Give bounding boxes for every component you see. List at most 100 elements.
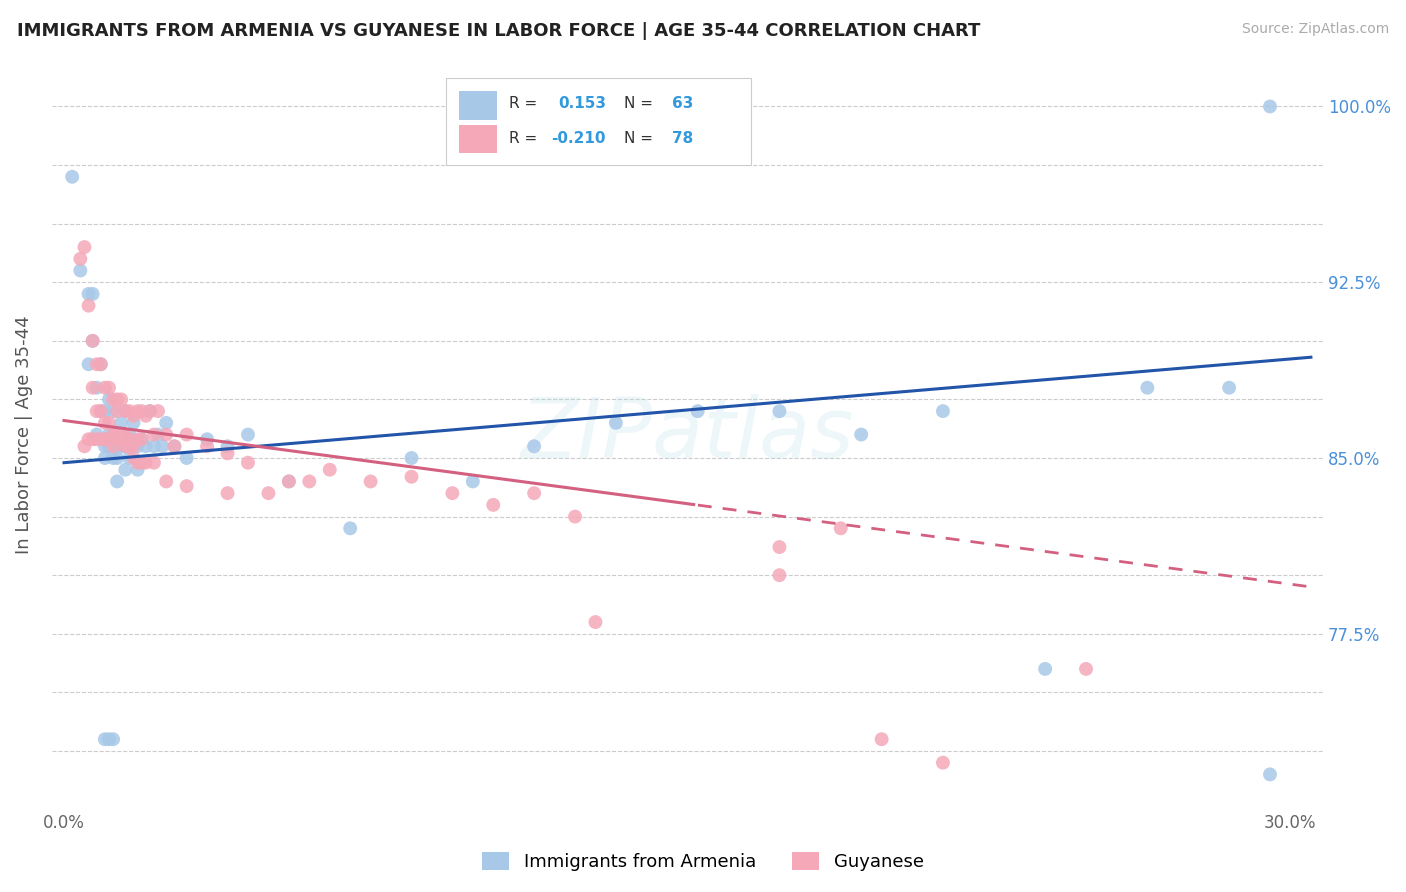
Point (118, 427, 141, 442)
Point (146, 404, 169, 418)
Text: IMMIGRANTS FROM ARMENIA VS GUYANESE IN LABOR FORCE | AGE 35-44 CORRELATION CHART: IMMIGRANTS FROM ARMENIA VS GUYANESE IN L… (17, 22, 980, 40)
Point (1218, 381, 1240, 395)
Point (105, 432, 128, 446)
Point (98, 427, 121, 442)
Point (135, 456, 157, 470)
Point (163, 439, 186, 453)
Point (851, 427, 873, 442)
Point (82, 334, 104, 348)
Point (277, 475, 299, 489)
Point (105, 404, 128, 418)
Point (142, 427, 165, 442)
Point (98, 432, 121, 446)
Point (830, 521, 852, 535)
Point (90, 432, 112, 446)
Point (86, 381, 108, 395)
Point (401, 469, 423, 483)
Point (114, 439, 136, 453)
Point (870, 732, 893, 747)
Point (195, 439, 218, 453)
Point (98, 416, 121, 430)
Point (118, 450, 141, 465)
Point (77, 432, 100, 446)
Point (77, 357, 100, 371)
Point (60, 169, 83, 184)
Point (118, 404, 141, 418)
Point (1033, 662, 1056, 676)
Point (155, 427, 177, 442)
Point (122, 439, 145, 453)
Point (86, 357, 108, 371)
Point (86, 404, 108, 418)
Point (90, 357, 112, 371)
Point (401, 450, 423, 465)
Point (82, 334, 104, 348)
Point (98, 381, 121, 395)
Text: N =: N = (624, 96, 658, 112)
Point (110, 416, 132, 430)
Point (101, 450, 124, 465)
Point (86, 432, 108, 446)
Point (110, 432, 132, 446)
Point (94, 416, 117, 430)
Point (127, 439, 149, 453)
Point (105, 427, 128, 442)
Point (69, 252, 91, 266)
Point (523, 486, 546, 500)
Point (101, 427, 124, 442)
Point (101, 439, 124, 453)
Point (150, 439, 173, 453)
Point (236, 456, 259, 470)
Point (142, 439, 165, 453)
Point (73, 439, 96, 453)
Point (105, 392, 128, 407)
Text: -0.210: -0.210 (551, 131, 606, 146)
Point (176, 479, 198, 493)
Point (105, 475, 128, 489)
Point (146, 427, 169, 442)
Point (101, 404, 124, 418)
Text: N =: N = (624, 131, 658, 146)
Point (101, 732, 124, 747)
Point (131, 404, 153, 418)
Point (90, 404, 112, 418)
Text: R =: R = (509, 131, 543, 146)
Point (105, 450, 128, 465)
Point (139, 404, 162, 418)
FancyBboxPatch shape (458, 91, 496, 120)
Point (1258, 99, 1281, 113)
Point (101, 427, 124, 442)
Point (131, 432, 153, 446)
Point (98, 392, 121, 407)
Point (298, 475, 321, 489)
Point (127, 463, 149, 477)
Point (461, 475, 484, 489)
Point (585, 615, 607, 629)
FancyBboxPatch shape (446, 78, 751, 165)
Point (163, 439, 186, 453)
Point (768, 540, 790, 554)
Point (114, 404, 136, 418)
Point (155, 475, 177, 489)
Point (1258, 767, 1281, 781)
Point (105, 439, 128, 453)
Point (94, 450, 117, 465)
Point (127, 456, 149, 470)
Point (118, 432, 141, 446)
Point (122, 450, 145, 465)
Point (605, 416, 627, 430)
Point (236, 427, 259, 442)
Point (94, 381, 117, 395)
Point (564, 509, 586, 524)
Point (768, 568, 790, 582)
Text: ZIPatlas: ZIPatlas (520, 394, 855, 475)
Point (77, 299, 100, 313)
Point (523, 439, 546, 453)
Point (86, 427, 108, 442)
Text: Source: ZipAtlas.com: Source: ZipAtlas.com (1241, 22, 1389, 37)
Point (339, 521, 361, 535)
Point (90, 404, 112, 418)
Point (114, 404, 136, 418)
Point (257, 486, 280, 500)
Point (114, 427, 136, 442)
